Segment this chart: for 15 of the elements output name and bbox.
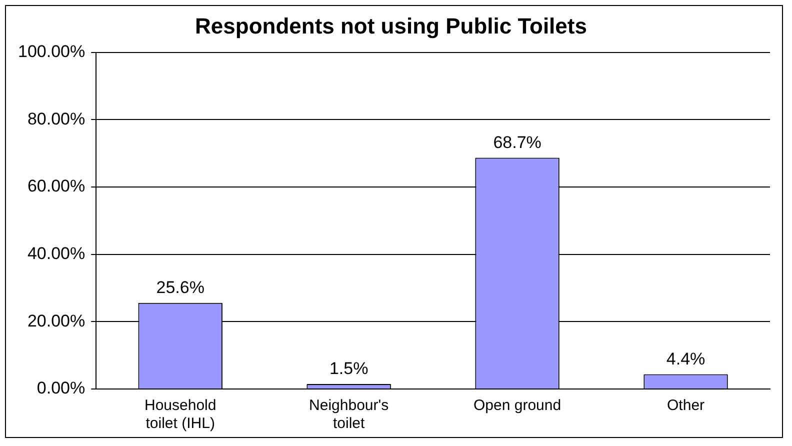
data-label: 25.6% xyxy=(156,278,204,298)
data-label: 68.7% xyxy=(493,132,542,152)
y-tick-label: 60.00% xyxy=(27,176,86,196)
y-tick-label: 100.00% xyxy=(18,42,86,62)
x-tick-label: Household toilet (IHL) xyxy=(144,397,216,432)
chart-title: Respondents not using Public Toilets xyxy=(195,13,587,38)
x-tick-label: Other xyxy=(667,397,705,414)
y-tick-label: 0.00% xyxy=(36,378,86,398)
y-tick-label: 80.00% xyxy=(27,109,86,128)
data-label: 4.4% xyxy=(666,349,706,368)
data-label: 1.5% xyxy=(329,359,368,378)
y-tick-label: 40.00% xyxy=(27,244,86,264)
x-tick-label: Open ground xyxy=(474,397,562,414)
y-tick-label: 20.00% xyxy=(27,311,86,330)
x-tick-label: Neighbour's toilet xyxy=(309,397,389,432)
